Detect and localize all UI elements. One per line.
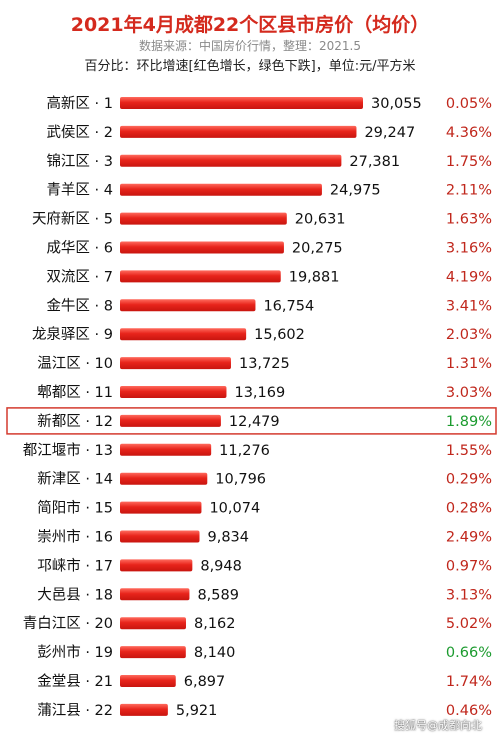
value-label: 13,725 xyxy=(239,356,290,372)
percent-label: 1.75% xyxy=(446,154,492,170)
bar xyxy=(120,501,202,514)
percent-label: 3.16% xyxy=(446,241,492,257)
category-label: 天府新区 · 5 xyxy=(32,211,113,228)
percent-label: 3.41% xyxy=(446,298,492,314)
percent-label: 2.11% xyxy=(446,183,492,199)
value-label: 13,169 xyxy=(234,385,285,401)
percent-label: 2.03% xyxy=(446,327,492,343)
bar xyxy=(120,559,193,572)
value-label: 10,074 xyxy=(209,501,260,517)
bar xyxy=(120,212,287,225)
value-label: 8,589 xyxy=(197,587,239,603)
percent-label: 5.02% xyxy=(446,616,492,632)
category-label: 崇州市 · 16 xyxy=(37,529,113,546)
category-label: 成华区 · 6 xyxy=(46,240,113,257)
category-label: 金牛区 · 8 xyxy=(46,297,113,314)
value-label: 11,276 xyxy=(219,443,270,459)
bar-rows: 高新区 · 1 30,055 0.05% 武侯区 · 2 29,247 4.36% 锦江区 … xyxy=(6,95,497,719)
chart-subtitle: 数据来源：中国房价行情，整理：2021.5 xyxy=(139,39,361,53)
bar xyxy=(120,646,186,659)
bar xyxy=(120,472,208,485)
value-label: 6,897 xyxy=(184,674,226,690)
value-label: 16,754 xyxy=(263,298,314,314)
value-label: 29,247 xyxy=(364,125,415,141)
category-label: 蒲江县 · 22 xyxy=(37,702,113,719)
bar xyxy=(120,386,227,398)
category-label: 金堂县 · 21 xyxy=(37,673,113,690)
category-label: 新津区 · 14 xyxy=(37,471,113,488)
bar xyxy=(120,97,363,109)
bar xyxy=(120,154,342,167)
value-label: 8,948 xyxy=(200,558,242,574)
chart-title: 2021年4月成都22个区县市房价（均价） xyxy=(70,14,430,36)
percent-label: 2.49% xyxy=(446,530,492,546)
bar xyxy=(120,530,200,543)
value-label: 8,140 xyxy=(194,645,236,661)
chart-note: 百分比：环比增速[红色增长，绿色下跌]，单位:元/平方米 xyxy=(84,59,416,74)
category-label: 青白江区 · 20 xyxy=(23,615,113,632)
percent-label: 3.03% xyxy=(446,385,492,401)
bar xyxy=(120,414,221,427)
value-label: 20,275 xyxy=(292,241,343,257)
category-label: 大邑县 · 18 xyxy=(37,586,113,603)
bar xyxy=(120,588,190,601)
category-label: 高新区 · 1 xyxy=(46,95,113,112)
percent-label: 1.89% xyxy=(446,414,492,430)
value-label: 20,631 xyxy=(295,212,346,228)
bar xyxy=(120,299,256,312)
value-label: 10,796 xyxy=(215,472,266,488)
value-label: 24,975 xyxy=(330,183,381,199)
highlight-box xyxy=(6,407,497,435)
category-label: 郫都区 · 11 xyxy=(37,384,113,401)
percent-label: 1.31% xyxy=(446,356,492,372)
category-label: 锦江区 · 3 xyxy=(46,153,113,170)
value-label: 19,881 xyxy=(289,269,340,285)
category-label: 双流区 · 7 xyxy=(46,268,113,285)
value-label: 9,834 xyxy=(208,530,250,546)
bar xyxy=(120,183,322,196)
percent-label: 0.46% xyxy=(446,703,492,719)
bar xyxy=(120,241,284,254)
watermark: 搜狐号@成都向北 xyxy=(394,719,482,732)
percent-label: 4.36% xyxy=(446,125,492,141)
bar xyxy=(120,357,231,370)
category-label: 武侯区 · 2 xyxy=(46,124,113,141)
percent-label: 1.55% xyxy=(446,443,492,459)
category-label: 新都区 · 12 xyxy=(37,413,113,430)
category-label: 邛崃市 · 17 xyxy=(37,557,113,574)
category-label: 温江区 · 10 xyxy=(37,355,113,372)
percent-label: 0.66% xyxy=(446,645,492,661)
value-label: 12,479 xyxy=(229,414,280,430)
value-label: 5,921 xyxy=(176,703,218,719)
category-label: 青羊区 · 4 xyxy=(46,182,113,199)
percent-label: 1.63% xyxy=(446,212,492,228)
bar xyxy=(120,703,168,716)
bar xyxy=(120,270,281,283)
category-label: 彭州市 · 19 xyxy=(37,644,113,661)
percent-label: 0.28% xyxy=(446,501,492,517)
value-label: 30,055 xyxy=(371,96,422,112)
value-label: 8,162 xyxy=(194,616,236,632)
category-label: 简阳市 · 15 xyxy=(37,500,113,517)
percent-label: 3.13% xyxy=(446,587,492,603)
bar xyxy=(120,675,176,687)
percent-label: 4.19% xyxy=(446,269,492,285)
percent-label: 0.29% xyxy=(446,472,492,488)
value-label: 15,602 xyxy=(254,327,305,343)
category-label: 龙泉驿区 · 9 xyxy=(32,326,113,343)
percent-label: 0.05% xyxy=(446,96,492,112)
value-label: 27,381 xyxy=(349,154,400,170)
percent-label: 0.97% xyxy=(446,558,492,574)
bar xyxy=(120,125,357,138)
bar xyxy=(120,617,186,630)
bar xyxy=(120,328,247,341)
percent-label: 1.74% xyxy=(446,674,492,690)
category-label: 都江堰市 · 13 xyxy=(23,442,113,459)
bar xyxy=(120,443,212,456)
